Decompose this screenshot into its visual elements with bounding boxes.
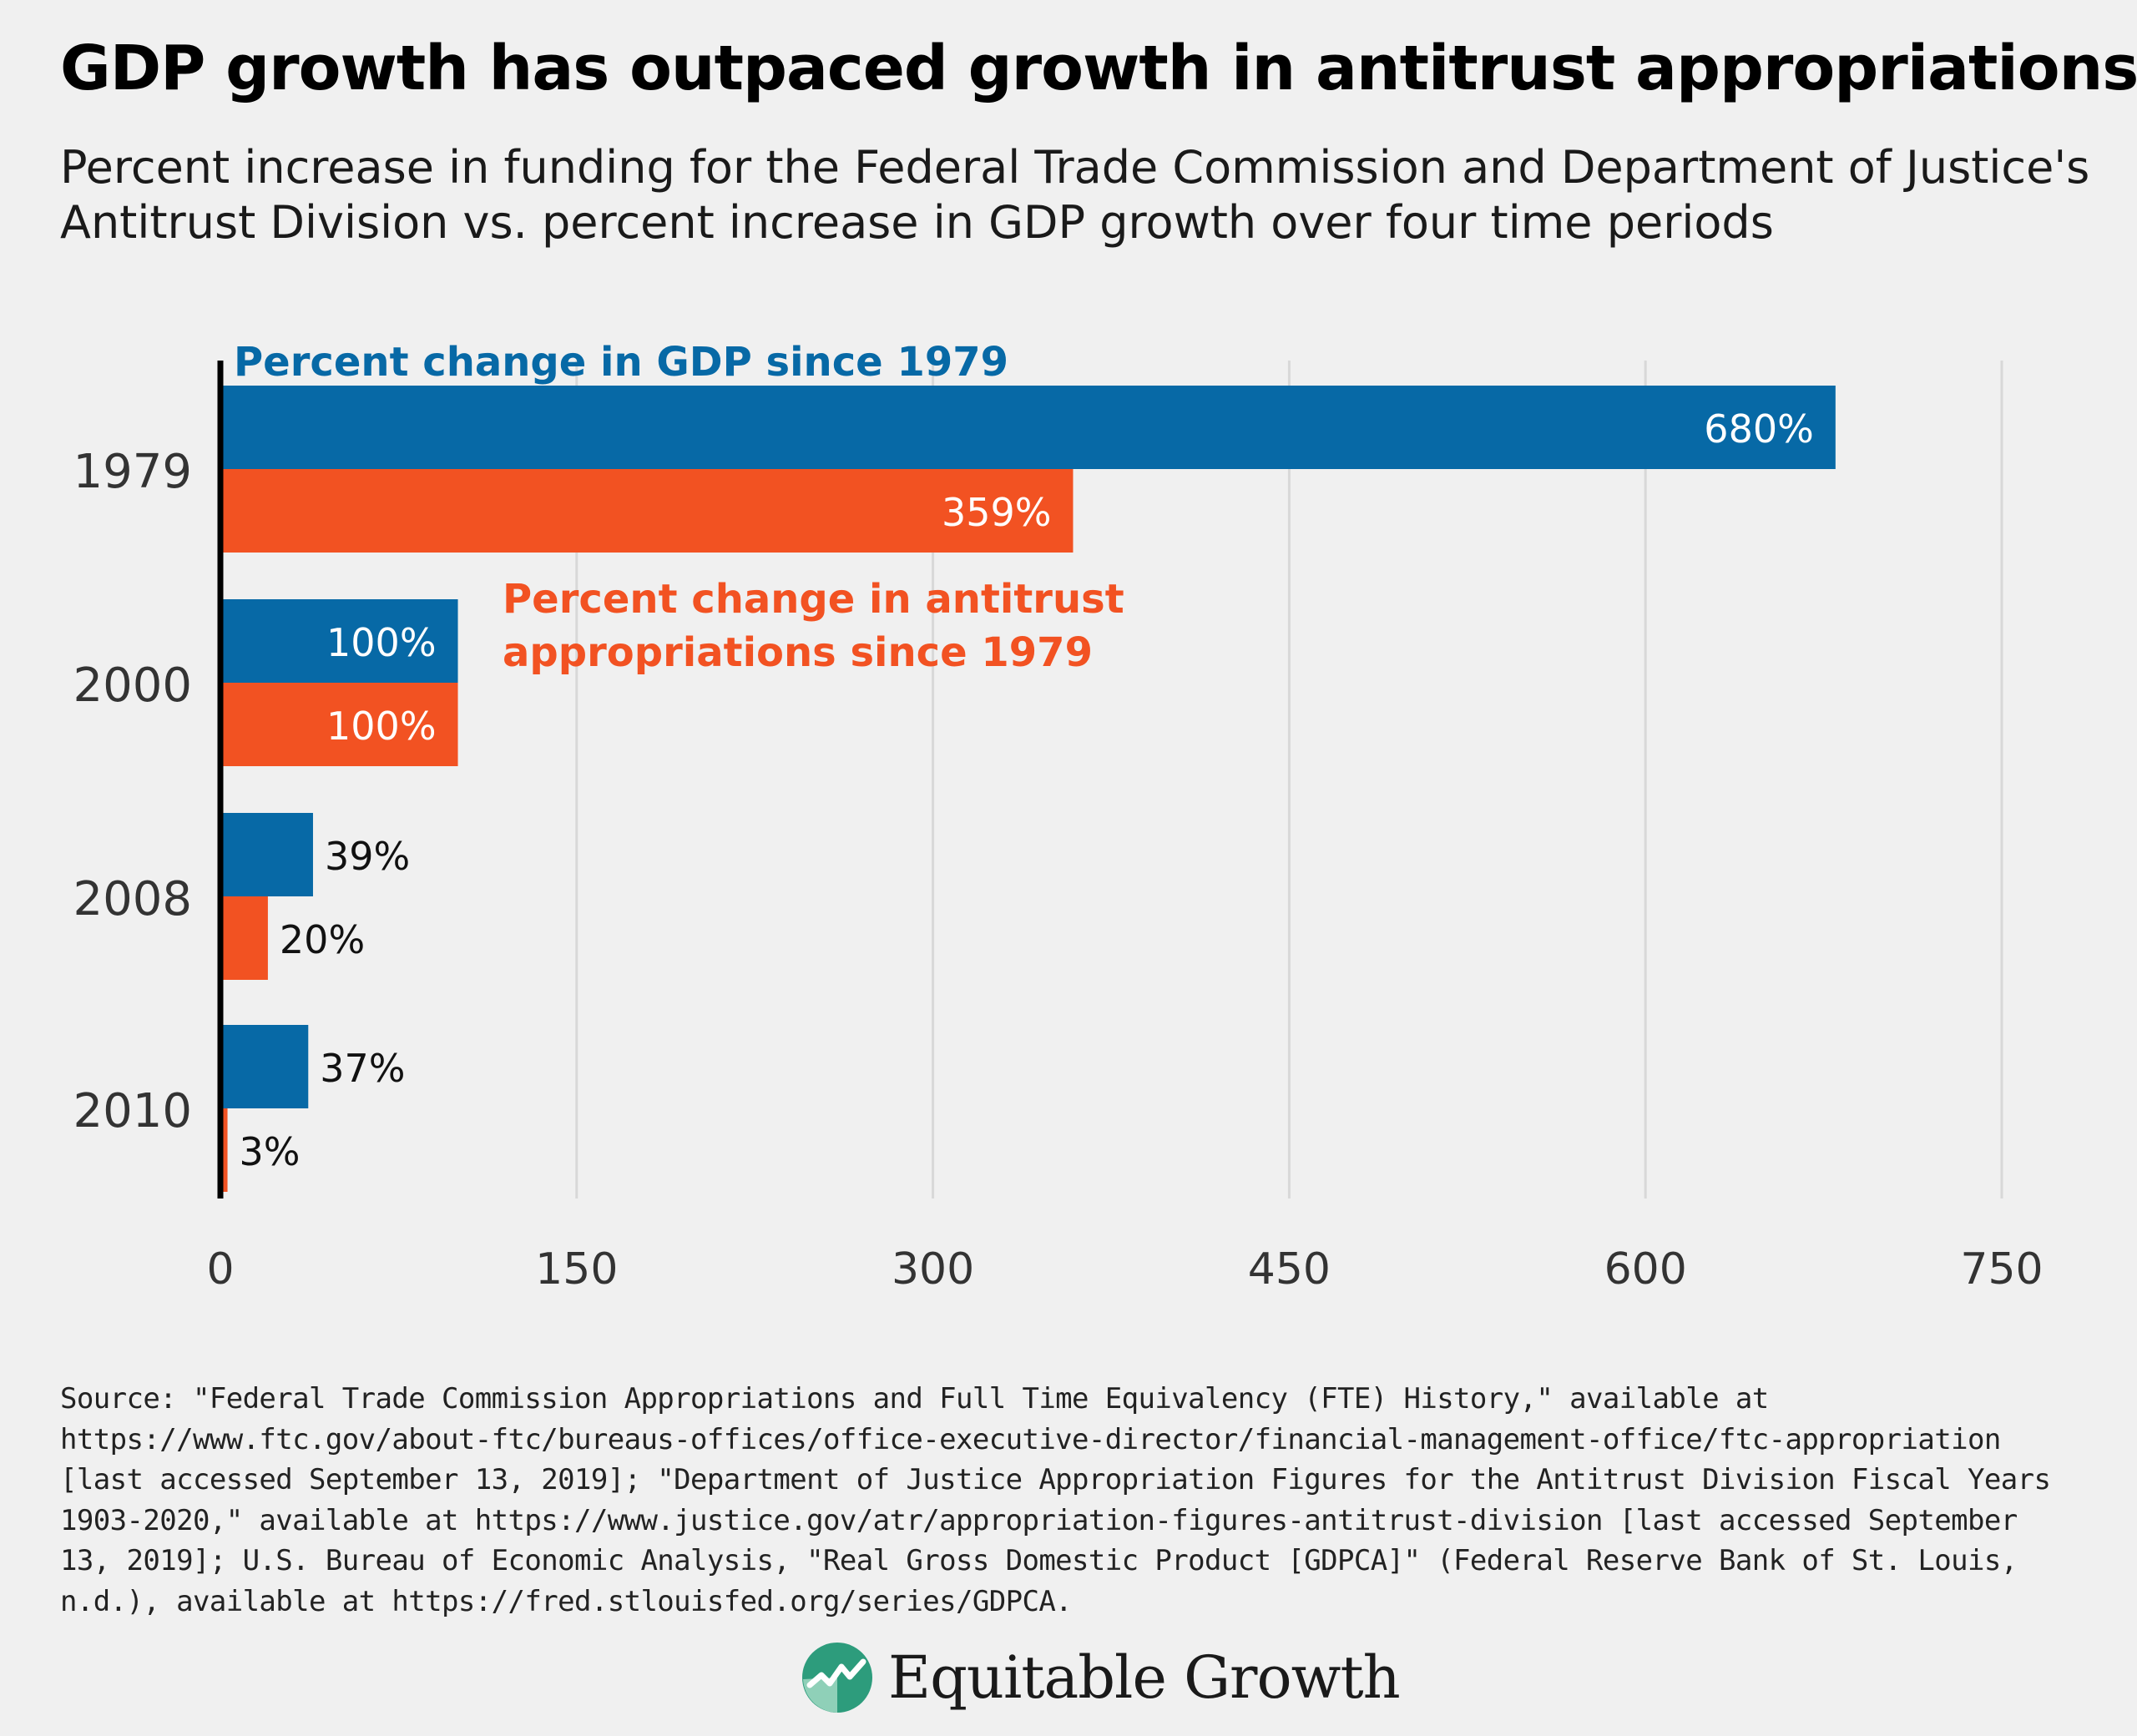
source-note: Source: "Federal Trade Commission Approp…	[60, 1382, 2051, 1618]
chart-title: GDP growth has outpaced growth in antitr…	[60, 33, 2137, 104]
bar-antitrust-2008	[220, 896, 268, 980]
x-tick-750: 750	[1960, 1244, 2043, 1294]
brand-logo: Equitable Growth	[801, 1636, 1401, 1719]
category-label-2008: 2008	[73, 872, 192, 926]
bar-chart: 680% 359% 100% 100% 39% 20% 37% 3% 1979 2000 2008…	[73, 339, 2043, 1294]
antitrust-annotation-line-2: appropriations since 1979	[503, 629, 1093, 676]
antitrust-annotation-line-1: Percent change in antitrust	[503, 576, 1124, 623]
category-label-2000: 2000	[73, 659, 192, 713]
bar-antitrust-2000	[220, 683, 458, 766]
x-axis-tick-labels: 0 150 300 450 600 750	[206, 1244, 2043, 1294]
bar-label-antitrust-2008: 20%	[280, 917, 365, 962]
bar-gdp-2008	[220, 813, 313, 896]
bar-label-antitrust-2010: 3%	[240, 1129, 301, 1174]
antitrust-series-annotation: Percent change in antitrust appropriatio…	[503, 576, 1138, 676]
bar-label-gdp-1979: 680%	[1704, 406, 1814, 452]
category-label-2010: 2010	[73, 1084, 192, 1138]
x-tick-300: 300	[892, 1244, 974, 1294]
bar-label-antitrust-1979: 359%	[942, 490, 1052, 535]
bar-label-gdp-2008: 39%	[325, 834, 410, 879]
brand-name: Equitable Growth	[888, 1643, 1401, 1712]
category-labels: 1979 2000 2008 2010	[73, 445, 192, 1138]
x-tick-150: 150	[535, 1244, 618, 1294]
x-tick-0: 0	[206, 1244, 234, 1294]
bar-gdp-1979	[220, 386, 1836, 469]
bar-label-gdp-2000: 100%	[326, 620, 437, 665]
bar-antitrust-1979	[220, 469, 1074, 553]
chart-subtitle: Percent increase in funding for the Fede…	[60, 141, 2090, 249]
bar-gdp-2010	[220, 1025, 309, 1108]
bar-label-antitrust-2000: 100%	[326, 704, 437, 749]
bar-gdp-2000	[220, 599, 458, 683]
bar-antitrust-2010	[220, 1108, 228, 1192]
bars	[220, 386, 1836, 1192]
bar-value-labels: 680% 359% 100% 100% 39% 20% 37% 3%	[240, 406, 1814, 1174]
category-label-1979: 1979	[73, 445, 192, 499]
trend-line-logo-icon	[802, 1643, 872, 1713]
x-tick-450: 450	[1248, 1244, 1331, 1294]
annotations: Percent change in GDP since 1979 Percent…	[234, 339, 1138, 676]
bar-label-gdp-2010: 37%	[320, 1046, 405, 1091]
x-tick-600: 600	[1604, 1244, 1687, 1294]
gdp-series-annotation: Percent change in GDP since 1979	[234, 339, 1008, 386]
